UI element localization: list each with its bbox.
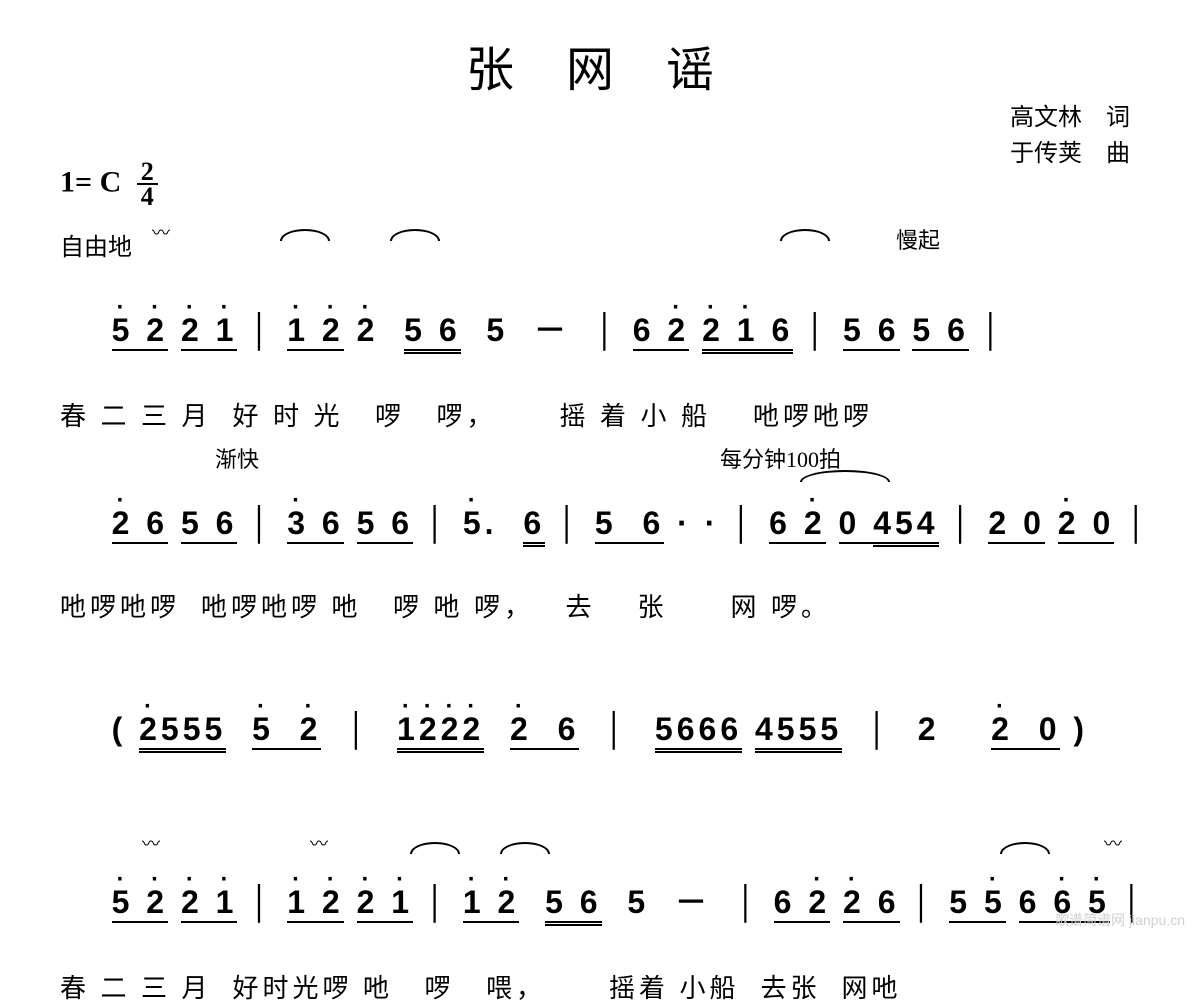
time-denominator: 4 (137, 185, 158, 208)
ornament-icon: 〰 (310, 830, 326, 856)
notes-row: 5 2 2 1 │ 1 2 2 5 6 5 － │ 6 2 2 1 6 │ 5 … (60, 268, 1140, 388)
score-title: 张 网 谣 (60, 30, 1140, 100)
tempo-free-label: 自由地 (60, 227, 1140, 262)
staff-line-4: 〰 〰 〰 5 2 2 1 │ 1 2 2 1 │ 1 2 5 6 5 － │ … (60, 840, 1140, 1005)
staff-line-1: 自由地 慢起 〰 5 2 2 1 │ 1 2 2 5 6 5 － │ 6 2 2… (60, 227, 1140, 433)
slow-start-annotation: 慢起 (896, 223, 940, 255)
lyrics-row: 吔啰吔啰 吔啰吔啰 吔 啰 吔 啰， 去 张 网 啰。 (60, 587, 1140, 624)
time-signature: 2 4 (137, 160, 158, 209)
composer-credit: 于传荚 曲 (1010, 136, 1130, 172)
ornament-icon: 〰 (142, 830, 158, 856)
ornament-icon: 〰 (152, 219, 168, 245)
ornament-icon: 〰 (1104, 830, 1120, 856)
key-label: 1= C (60, 165, 121, 198)
lyricist-credit: 高文林 词 (1010, 100, 1130, 136)
lyrics-row: 春 二 三 月 好 时 光 啰 啰， 摇 着 小 船 吔啰吔啰 (60, 396, 1140, 433)
notes-row: 2 6 5 6 │ 3 6 5 6 │ 5. 6 │ 5 6 · · │ 6 2… (60, 468, 1140, 579)
staff-line-2: 渐快 每分钟100拍 2 6 5 6 │ 3 6 5 6 │ 5. 6 │ 5 … (60, 468, 1140, 624)
lyrics-row: 春 二 三 月 好时光啰 吔 啰 喂， 摇着 小船 去张 网吔 (60, 968, 1140, 1005)
bpm-annotation: 每分钟100拍 (720, 442, 841, 474)
credits-block: 高文林 词 于传荚 曲 (1010, 100, 1130, 172)
staff-line-3: ( 2555 5 2 │ 1222 2 6 │ 5666 4555 │ 2 2 … (60, 674, 1140, 785)
watermark-text: 歌谱简谱网 jianpu.cn (1055, 910, 1185, 930)
notes-row: 5 2 2 1 │ 1 2 2 1 │ 1 2 5 6 5 － │ 6 2 2 … (60, 840, 1140, 960)
notes-row: ( 2555 5 2 │ 1222 2 6 │ 5666 4555 │ 2 2 … (60, 674, 1140, 785)
key-time-signature: 1= C 2 4 (60, 160, 1140, 209)
gradual-fast-annotation: 渐快 (215, 442, 259, 474)
